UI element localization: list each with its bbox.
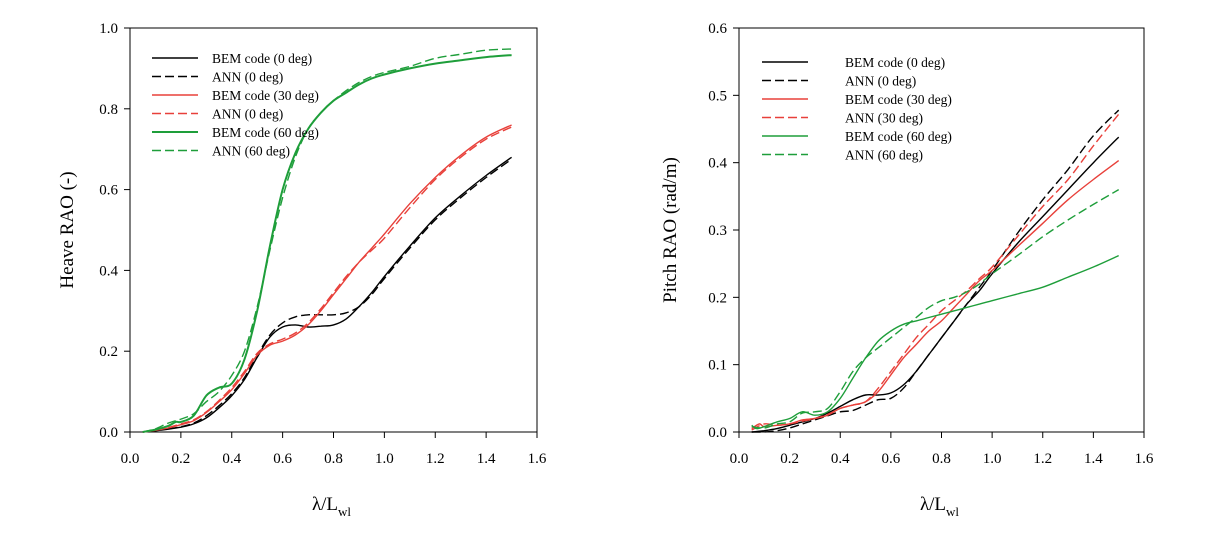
y-tick-label: 0.0 — [99, 425, 118, 441]
x-tick-label: 1.6 — [528, 451, 547, 467]
x-axis-title-subscript: wl — [946, 504, 959, 519]
y-tick-label: 0.3 — [708, 223, 727, 239]
series-line-4 — [142, 126, 512, 433]
legend-label: BEM code (60 deg) — [212, 125, 319, 140]
plot-frame — [129, 27, 538, 433]
y-tick-label: 0.8 — [99, 102, 118, 118]
x-tick-label: 1.0 — [983, 451, 1002, 467]
plot-frame — [738, 27, 1145, 433]
legend: BEM code (0 deg) ANN (0 deg) BEM code (30 … — [762, 55, 952, 163]
x-tick-label: 1.0 — [375, 451, 394, 467]
y-tick-label: 0.0 — [708, 425, 727, 441]
series-line-5 — [142, 54, 512, 433]
series-line-3 — [751, 160, 1120, 430]
y-tick-label: 0.4 — [708, 156, 727, 172]
x-tick-label: 0.4 — [831, 451, 850, 467]
y-axis-title: Heave RAO (-) — [57, 171, 78, 288]
x-tick-label: 0.0 — [730, 451, 749, 467]
x-tick-label: 0.2 — [780, 451, 799, 467]
legend-label: BEM code (30 deg) — [212, 88, 319, 103]
legend-label: BEM code (0 deg) — [845, 55, 945, 70]
x-tick-label: 1.2 — [1033, 451, 1052, 467]
y-tick-label: 0.4 — [99, 263, 118, 279]
y-tick-label: 0.6 — [708, 21, 727, 37]
y-axis-title: Pitch RAO (rad/m) — [660, 157, 681, 303]
y-tick-label: 0.5 — [708, 88, 727, 104]
x-tick-label: 0.2 — [172, 451, 191, 467]
x-tick-label: 0.0 — [121, 451, 140, 467]
y-tick-label: 0.2 — [99, 344, 118, 360]
legend: BEM code (0 deg) ANN (0 deg) BEM code (30 … — [152, 51, 319, 159]
legend-label: ANN (60 deg) — [845, 148, 923, 163]
x-tick-label: 1.4 — [477, 451, 496, 467]
chart-panel-1: 0.0 0.2 0.4 0.6 0.8 1.0 1.2 1.4 1.6 0.0 0.2 0.4 0.6 0… — [57, 21, 547, 519]
legend-label: ANN (0 deg) — [212, 107, 283, 122]
x-tick-label: 1.2 — [426, 451, 445, 467]
x-tick-label: 0.4 — [222, 451, 241, 467]
x-axis-title-main: λ/L — [312, 494, 338, 515]
x-axis-title: λ/Lwl — [312, 494, 351, 519]
series-line-1 — [142, 156, 513, 433]
series-line-1 — [751, 136, 1120, 433]
x-axis-title-subscript: wl — [338, 504, 351, 519]
x-tick-label: 0.8 — [324, 451, 343, 467]
y-tick-label: 0.2 — [708, 290, 727, 306]
legend-label: ANN (0 deg) — [212, 70, 283, 85]
x-axis-title: λ/Lwl — [920, 494, 959, 519]
x-tick-label: 1.4 — [1084, 451, 1103, 467]
y-tick-label: 1.0 — [99, 21, 118, 37]
legend-label: BEM code (0 deg) — [212, 51, 312, 66]
legend-label: ANN (0 deg) — [845, 74, 916, 89]
x-tick-label: 1.6 — [1135, 451, 1154, 467]
series-line-3 — [142, 124, 512, 433]
series-line-2 — [142, 158, 513, 433]
x-tick-label: 0.8 — [932, 451, 951, 467]
legend-label: BEM code (30 deg) — [845, 92, 952, 107]
y-tick-label: 0.6 — [99, 183, 118, 199]
x-tick-label: 0.6 — [882, 451, 901, 467]
series-line-6 — [142, 48, 512, 433]
legend-label: ANN (30 deg) — [845, 111, 923, 126]
y-tick-label: 0.1 — [708, 358, 727, 374]
x-axis-title-main: λ/L — [920, 494, 946, 515]
series-line-6 — [751, 188, 1120, 429]
series-line-5 — [751, 254, 1119, 430]
legend-label: ANN (60 deg) — [212, 144, 290, 159]
chart-panel-2: 0.0 0.2 0.4 0.6 0.8 1.0 1.2 1.4 1.6 0.0 0.1 0.2 0.3 0… — [660, 21, 1154, 519]
series-line-4 — [751, 113, 1120, 431]
legend-label: BEM code (60 deg) — [845, 129, 952, 144]
series-line-2 — [751, 109, 1120, 433]
x-tick-label: 0.6 — [273, 451, 292, 467]
